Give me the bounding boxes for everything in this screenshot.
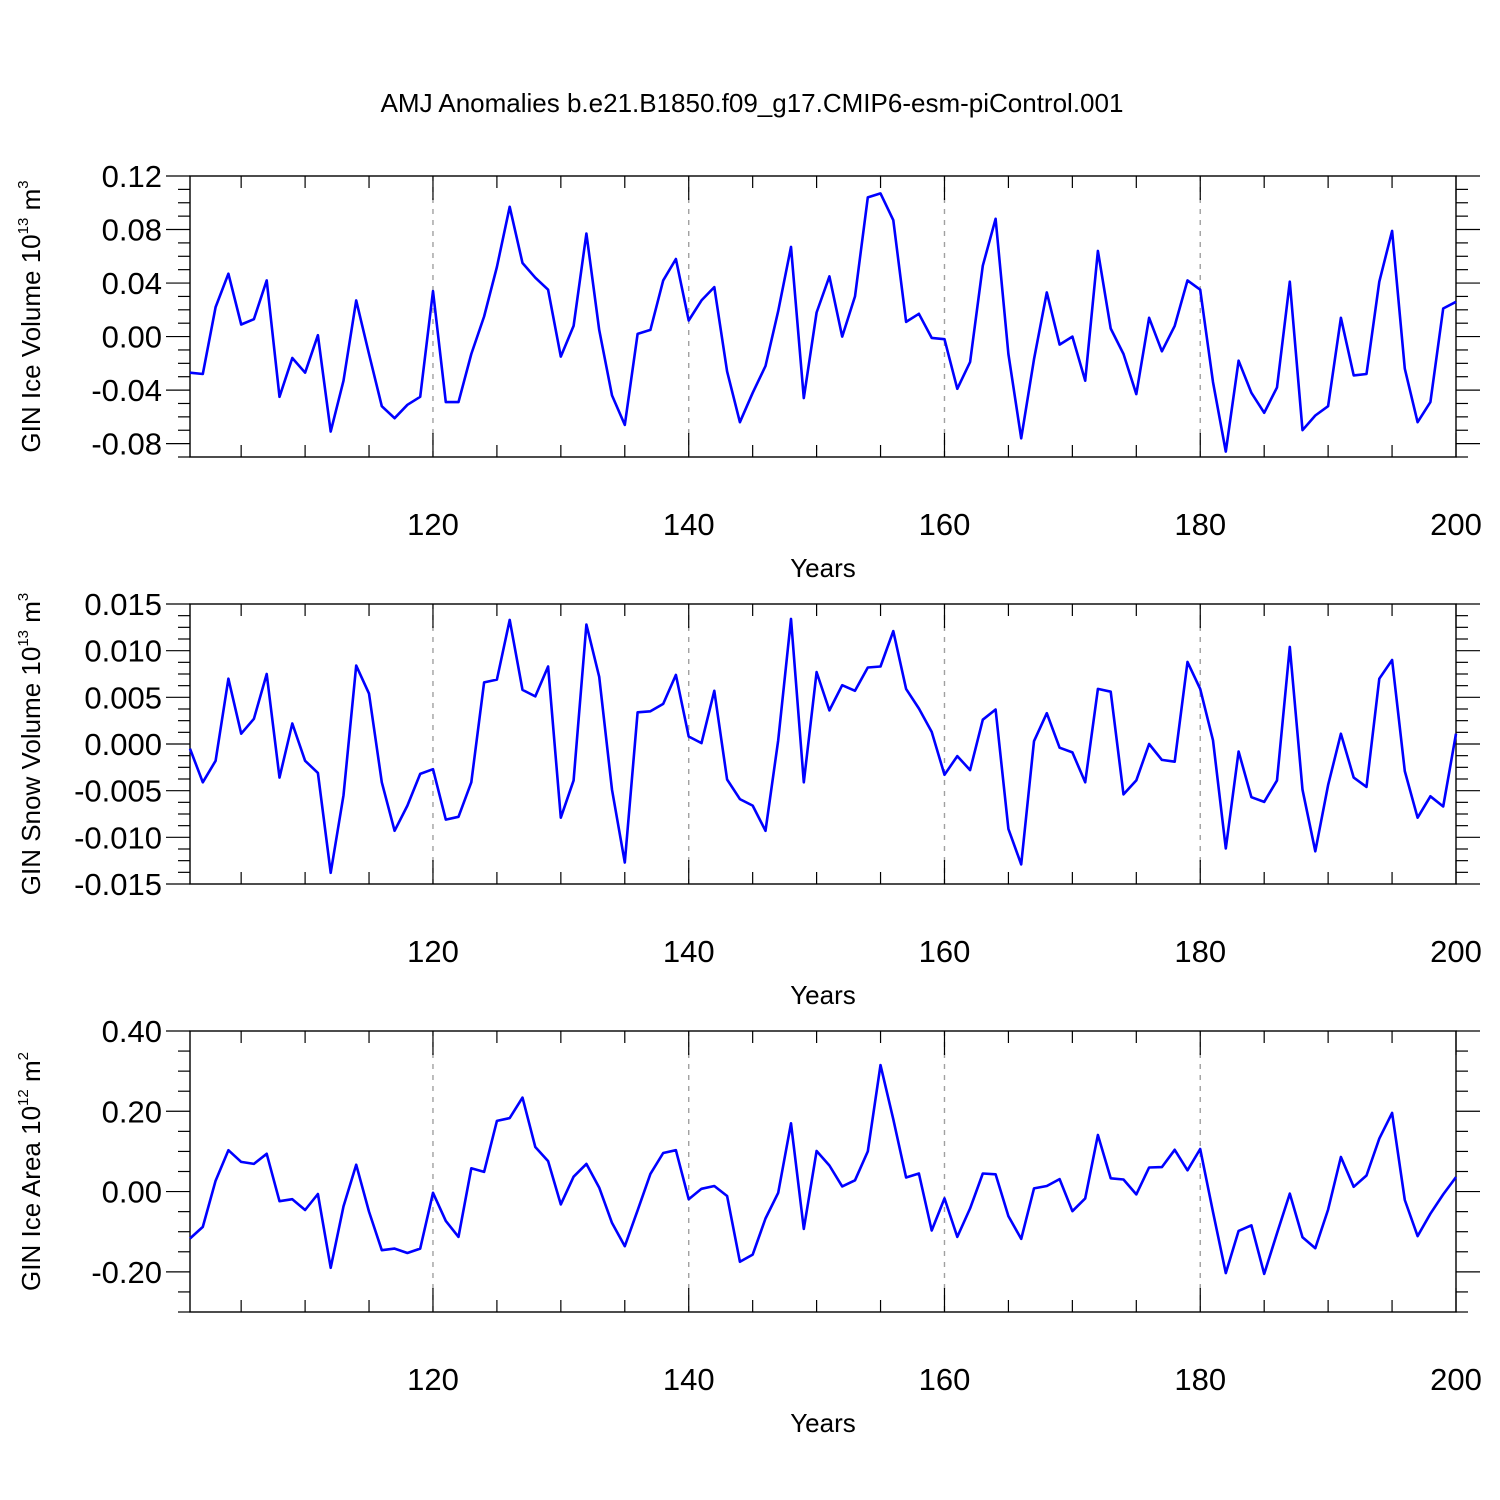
panel-1: -0.08 -0.04 0.00 0.04 0.08 0.12 120 140 160 180 20… [15,159,1482,583]
series-line [188,617,1458,875]
y-axis-label-part: m [16,1060,46,1089]
series-line [189,1063,1458,1276]
y-tick-label: 0.010 [84,634,162,669]
plot-frame [189,175,1457,458]
plot-frame [189,603,1457,885]
y-axis-label-part: 3 [15,180,32,188]
y-axis-label-part: 3 [15,593,32,601]
x-tick-label: 120 [407,934,459,969]
x-tick-label: 200 [1430,934,1482,969]
x-tick-label: 200 [1430,507,1482,542]
y-tick-label: 0.000 [84,727,162,762]
panel-2: -0.015 -0.010 -0.005 0.000 0.005 0.010 0.015 12… [15,587,1482,1010]
y-axis-label: GIN Ice Area 1012 m2 [15,1052,46,1291]
y-axis-label-part: GIN Ice Area 10 [16,1106,46,1291]
y-axis-label-part: GIN Ice Volume 10 [16,234,46,452]
x-tick-label: 140 [663,1362,715,1397]
y-axis-label-part: m [16,601,46,630]
y-tick-label: 0.00 [102,320,162,355]
x-tick-label: 120 [407,507,459,542]
y-tick-label: 0.12 [102,159,162,194]
y-axis-label: GIN Snow Volume 1013 m3 [15,593,46,896]
y-tick-label: 0.20 [102,1094,162,1129]
x-tick-label: 160 [919,934,971,969]
x-tick-label: 140 [663,934,715,969]
x-tick-label: 200 [1430,1362,1482,1397]
x-axis-label: Years [790,1408,856,1438]
y-axis-label-part: 12 [15,1089,32,1106]
series-line [189,192,1457,453]
x-axis-label: Years [790,980,856,1010]
y-axis-label-part: 13 [15,630,32,647]
y-tick-label: -0.015 [74,867,162,902]
x-tick-label: 160 [919,507,971,542]
y-tick-label: 0.015 [84,587,162,622]
y-tick-label: -0.005 [74,774,162,809]
x-tick-label: 180 [1174,507,1226,542]
y-tick-label: 0.04 [102,266,162,301]
y-axis-label-part: 2 [15,1052,32,1060]
x-tick-label: 120 [407,1362,459,1397]
y-axis-label-part: m [16,189,46,218]
x-tick-label: 180 [1174,1362,1226,1397]
y-tick-label: -0.010 [74,820,162,855]
y-tick-label: 0.00 [102,1175,162,1210]
y-tick-label: -0.04 [91,373,162,408]
chart-title: AMJ Anomalies b.e21.B1850.f09_g17.CMIP6-… [381,88,1124,118]
y-tick-label: 0.005 [84,680,162,715]
y-axis-label-part: GIN Snow Volume 10 [16,647,46,896]
y-tick-label: 0.08 [102,213,162,248]
panel-3: -0.20 0.00 0.20 0.40 120 140 160 180 200 Years GIN… [15,1014,1482,1438]
y-axis-label: GIN Ice Volume 1013 m3 [15,180,46,452]
y-tick-label: 0.40 [102,1014,162,1049]
x-tick-label: 160 [919,1362,971,1397]
x-tick-label: 140 [663,507,715,542]
x-tick-label: 180 [1174,934,1226,969]
y-tick-label: -0.20 [91,1255,162,1290]
x-axis-label: Years [790,553,856,583]
y-tick-label: -0.08 [91,427,162,462]
y-axis-label-part: 13 [15,218,32,235]
